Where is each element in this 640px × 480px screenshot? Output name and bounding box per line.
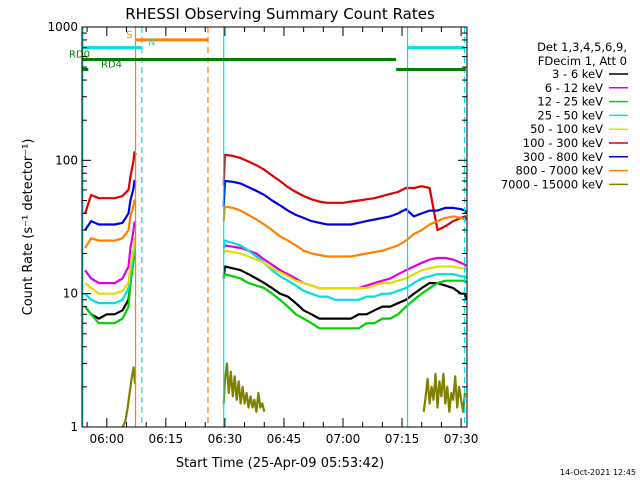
plot-frame <box>81 26 468 428</box>
legend-label: 25 - 50 keV <box>537 108 603 122</box>
x-axis-label: Start Time (25-Apr-09 05:53:42) <box>176 456 384 471</box>
series-line-2 <box>84 220 137 285</box>
legend-label: 800 - 7000 keV <box>515 164 603 178</box>
series-line-9 <box>121 366 137 428</box>
legend-header-line-2: FDecim 1, Att 0 <box>538 54 627 68</box>
date-stamp: 14-Oct-2021 12:45 <box>560 468 636 477</box>
legend-label: 50 - 100 keV <box>530 122 603 136</box>
x-tick-label: 06:00 <box>90 432 125 446</box>
series-line-7 <box>222 179 467 226</box>
interval-label: S <box>126 30 132 41</box>
series-line-1 <box>222 265 467 320</box>
interval-label: RD4 <box>101 60 122 71</box>
legend-label: 3 - 6 keV <box>552 67 603 81</box>
plot-series-group <box>84 151 467 428</box>
y-tick-label: 1000 <box>47 20 78 34</box>
y-tick-label: 100 <box>55 153 78 167</box>
axis-group: 1 10 100 1000 06:00 06:15 06:30 06:45 07:00 07:15… <box>47 20 478 446</box>
legend-label: 100 - 300 keV <box>523 136 603 150</box>
series-line-6 <box>222 153 467 232</box>
x-tick-label: 06:30 <box>208 432 243 446</box>
y-axis-label: Count Rate (s⁻¹ detector⁻¹) <box>21 139 36 316</box>
series-line-8 <box>222 205 467 258</box>
series-line-9 <box>422 372 467 413</box>
x-tick-label: 07:15 <box>385 432 420 446</box>
legend-label: 6 - 12 keV <box>545 81 603 95</box>
series-line-7 <box>84 179 137 231</box>
series-line-5 <box>84 237 136 295</box>
interval-label: RD0 <box>69 50 90 61</box>
legend-label: 7000 - 15000 keV <box>501 177 603 191</box>
interval-label: N <box>148 38 155 49</box>
marker-group <box>82 27 466 427</box>
y-tick-label: 1 <box>70 420 78 434</box>
x-tick-label: 07:30 <box>444 432 479 446</box>
legend-label: 300 - 800 keV <box>523 150 603 164</box>
x-tick-label: 06:45 <box>267 432 302 446</box>
series-line-6 <box>84 151 137 214</box>
x-tick-label: 07:00 <box>326 432 361 446</box>
legend: Det 1,3,4,5,6,9, FDecim 1, Att 0 3 - 6 k… <box>501 40 628 191</box>
legend-header-line-1: Det 1,3,4,5,6,9, <box>537 40 627 54</box>
series-line-8 <box>84 199 137 249</box>
chart-title: RHESSI Observing Summary Count Rates <box>125 5 435 23</box>
y-tick-label: 10 <box>63 287 78 301</box>
series-line-9 <box>222 362 266 413</box>
series-line-5 <box>222 249 467 290</box>
series-line-3 <box>222 273 467 330</box>
legend-label: 12 - 25 keV <box>537 95 603 109</box>
series-line-4 <box>222 239 467 301</box>
interval-group: S N RD0 RD4 <box>69 30 466 72</box>
x-tick-label: 06:15 <box>149 432 184 446</box>
